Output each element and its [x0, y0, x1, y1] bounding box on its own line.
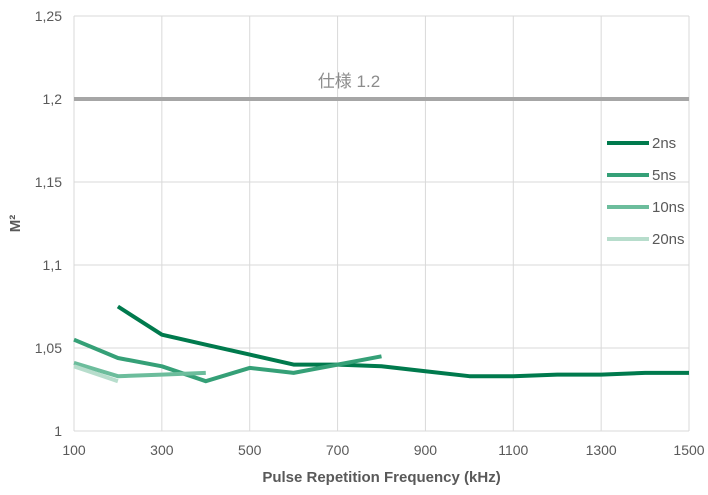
legend-label-20ns: 20ns: [652, 231, 685, 248]
x-axis-title: Pulse Repetition Frequency (kHz): [262, 469, 500, 486]
x-tick-label: 1100: [498, 442, 528, 458]
spec-reference-label: 仕様 1.2: [318, 72, 380, 91]
legend-label-2ns: 2ns: [652, 135, 676, 152]
x-tick-label: 1500: [673, 442, 704, 458]
y-axis-title: M²: [7, 215, 24, 233]
x-tick-label: 100: [62, 442, 86, 458]
y-tick-label: 1,05: [35, 340, 62, 356]
series-line-10ns: [73, 360, 206, 379]
y-tick-label: 1,2: [43, 91, 63, 107]
legend-label-5ns: 5ns: [652, 167, 676, 184]
y-tick-label: 1,15: [35, 174, 62, 190]
series-line-2ns: [116, 304, 689, 379]
x-tick-label: 900: [414, 442, 438, 458]
y-tick-label: 1: [54, 423, 62, 439]
y-tick-label: 1,1: [43, 257, 63, 273]
legend: 2ns 5ns 10ns 20ns: [607, 135, 685, 248]
x-tick-label: 700: [326, 442, 350, 458]
reference-line-group: 仕様 1.2: [74, 72, 689, 101]
series-line-20ns: [73, 364, 119, 384]
legend-label-10ns: 10ns: [652, 199, 685, 216]
y-tick-label: 1,25: [35, 8, 62, 24]
series-lines: [73, 304, 689, 384]
x-tick-label: 300: [150, 442, 174, 458]
x-tick-label: 500: [238, 442, 262, 458]
x-tick-label: 1300: [586, 442, 617, 458]
series-line-5ns: [73, 337, 382, 384]
axes: 100 300 500 700 900 1100 1300 1500 1 1,05 1,1 1,15 1…: [35, 8, 705, 458]
